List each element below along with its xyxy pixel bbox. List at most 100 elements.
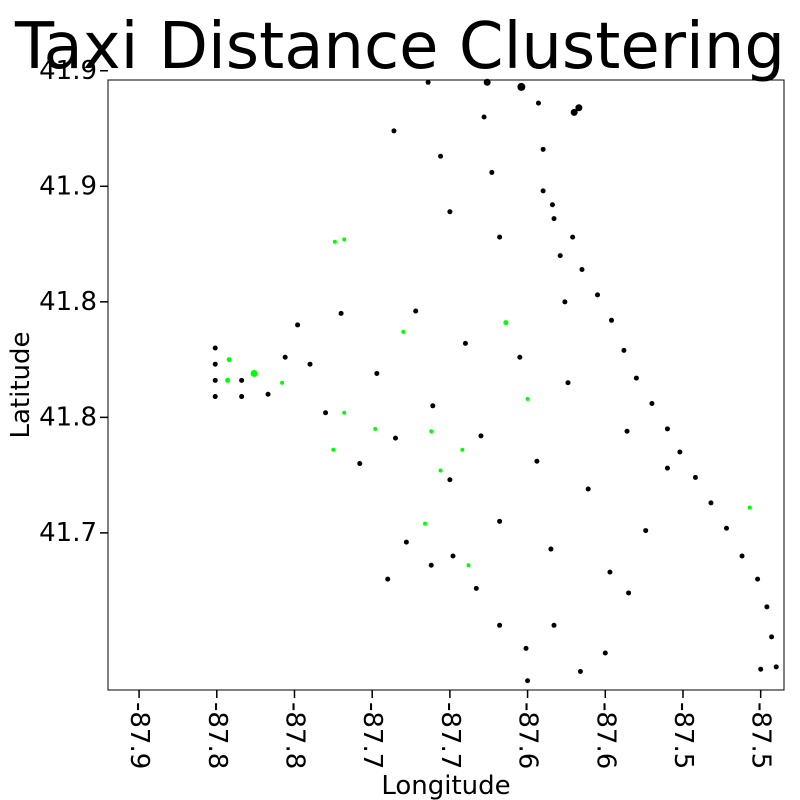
- cluster-point: [523, 645, 529, 651]
- cluster-point: [724, 525, 730, 531]
- cluster-point: [755, 576, 761, 582]
- y-tick-label: 41.9: [39, 171, 97, 201]
- cluster-point: [473, 585, 479, 591]
- cluster-point: [392, 435, 398, 441]
- cluster-point: [462, 340, 468, 346]
- cluster-point: [430, 403, 436, 409]
- cluster-point: [535, 100, 541, 106]
- outlier-point: [225, 377, 231, 383]
- cluster-point: [497, 518, 503, 524]
- x-tick-label: -87.6: [513, 702, 543, 769]
- outlier-point: [331, 447, 336, 452]
- cluster-point: [540, 146, 546, 152]
- outlier-point: [401, 329, 406, 334]
- cluster-point: [481, 114, 487, 120]
- chart-title: Taxi Distance Clustering: [14, 10, 785, 84]
- cluster-point: [357, 461, 363, 467]
- y-tick-label: 41.9: [39, 56, 97, 86]
- cluster-point: [626, 590, 632, 596]
- cluster-point: [413, 308, 419, 314]
- cluster-point: [478, 433, 484, 439]
- cluster-point: [773, 664, 779, 670]
- x-tick-label: -87.9: [124, 702, 154, 769]
- cluster-point: [551, 622, 557, 628]
- cluster-point: [447, 209, 453, 215]
- cluster-point: [540, 188, 546, 194]
- cluster-point: [534, 458, 540, 464]
- cluster-point: [579, 266, 585, 272]
- cluster-point: [212, 377, 218, 383]
- cluster-point: [497, 622, 503, 628]
- cluster-point: [497, 234, 503, 240]
- cluster-point: [489, 169, 495, 175]
- cluster-point: [575, 104, 583, 112]
- y-tick-label: 41.8: [39, 287, 97, 317]
- cluster-point: [212, 345, 218, 351]
- cluster-point: [323, 410, 329, 416]
- outlier-point: [373, 426, 378, 431]
- cluster-point: [664, 426, 670, 432]
- cluster-point: [391, 128, 397, 134]
- cluster-point: [677, 449, 683, 455]
- cluster-point: [385, 576, 391, 582]
- x-axis-label: Longitude: [381, 771, 510, 800]
- outlier-point: [226, 357, 232, 363]
- cluster-point: [624, 428, 630, 434]
- cluster-point: [517, 82, 526, 91]
- cluster-point: [549, 202, 555, 208]
- outlier-point: [460, 447, 465, 452]
- outlier-point: [342, 237, 347, 242]
- cluster-point: [282, 354, 288, 360]
- cluster-point: [570, 108, 578, 116]
- y-tick-label: 41.7: [39, 518, 97, 548]
- x-tick-label: -87.8: [279, 702, 309, 769]
- x-tick-label: -87.5: [746, 702, 776, 769]
- cluster-point: [609, 317, 615, 323]
- outlier-point: [438, 468, 443, 473]
- cluster-point: [664, 465, 670, 471]
- cluster-point: [602, 650, 608, 656]
- cluster-point: [212, 394, 218, 400]
- x-tick-label: -87.5: [668, 702, 698, 769]
- outlier-point: [332, 239, 337, 244]
- outlier-point: [342, 410, 347, 415]
- cluster-point: [643, 528, 649, 534]
- x-tick-label: -87.7: [435, 702, 465, 769]
- outlier-point: [280, 380, 285, 385]
- cluster-point: [447, 477, 453, 483]
- cluster-point: [708, 500, 714, 506]
- cluster-point: [764, 604, 770, 610]
- cluster-point: [374, 370, 380, 376]
- outlier-point: [503, 320, 509, 326]
- cluster-point: [403, 539, 409, 545]
- cluster-point: [769, 634, 775, 640]
- cluster-point: [551, 216, 557, 222]
- cluster-point: [338, 310, 344, 316]
- outlier-point: [466, 563, 471, 568]
- cluster-point: [557, 253, 563, 259]
- cluster-point: [525, 678, 531, 684]
- cluster-point: [425, 79, 431, 85]
- outlier-point: [250, 369, 258, 377]
- cluster-point: [758, 666, 764, 672]
- data-points: [212, 78, 779, 684]
- y-tick-label: 41.8: [39, 402, 97, 432]
- cluster-point: [585, 486, 591, 492]
- cluster-point: [483, 78, 491, 86]
- cluster-point: [239, 394, 245, 400]
- x-axis: -87.9 -87.8 -87.8 -87.7 -87.7 -87.6 -87.6 -87.5…: [124, 690, 776, 769]
- cluster-point: [450, 553, 456, 559]
- cluster-point: [577, 669, 583, 675]
- cluster-point: [548, 546, 554, 552]
- cluster-point: [692, 474, 698, 480]
- cluster-point: [570, 234, 576, 240]
- cluster-point: [212, 361, 218, 367]
- outlier-point: [423, 521, 428, 526]
- cluster-point: [562, 299, 568, 305]
- cluster-point: [595, 292, 601, 298]
- cluster-point: [607, 569, 613, 575]
- outlier-point: [429, 429, 434, 434]
- cluster-point: [239, 377, 245, 383]
- y-axis: 41.741.841.841.941.942.0: [39, 56, 108, 548]
